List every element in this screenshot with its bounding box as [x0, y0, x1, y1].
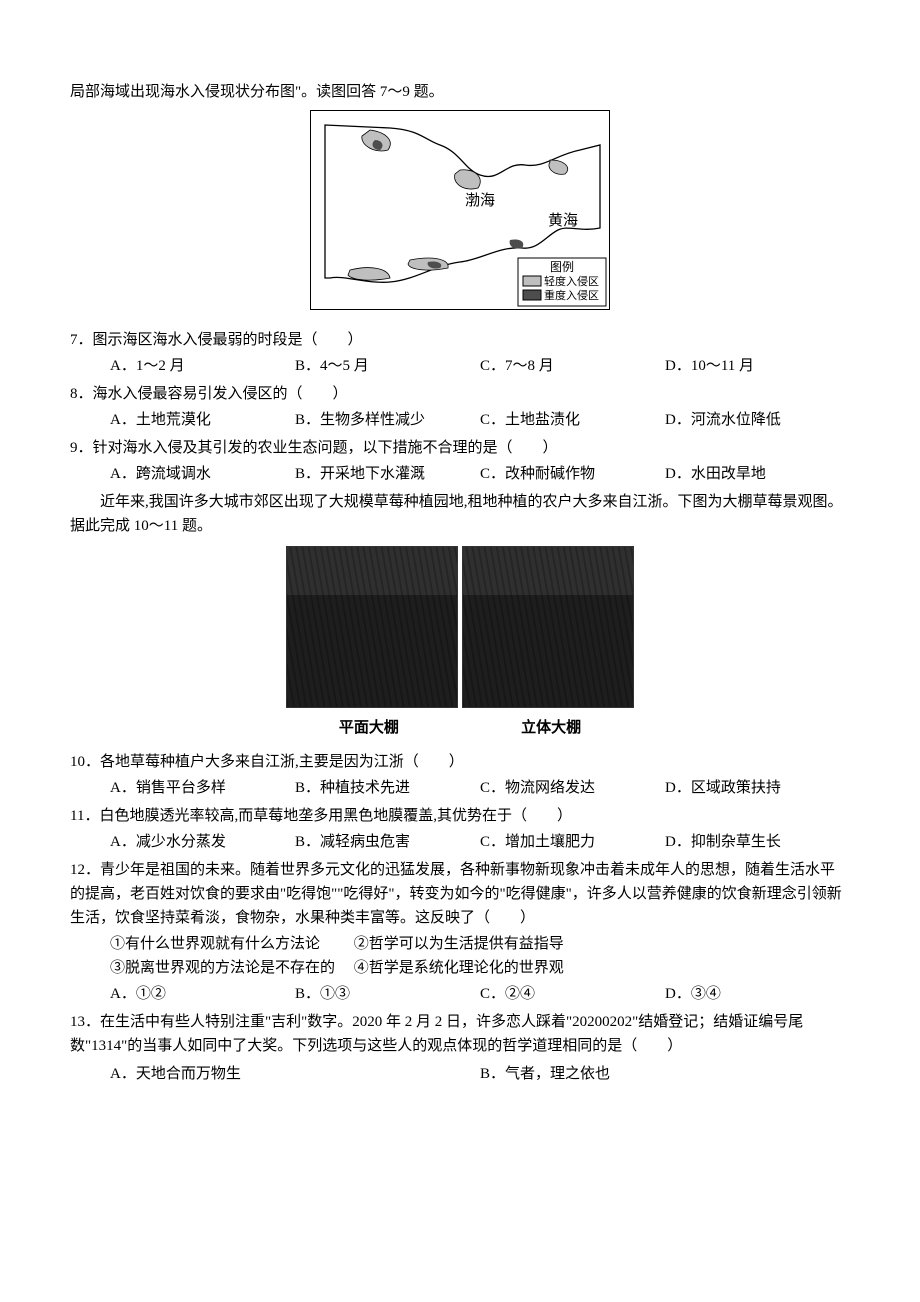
q12-d[interactable]: D．③④ — [665, 982, 850, 1006]
context-10-11: 近年来,我国许多大城市郊区出现了大规模草莓种植园地,租地种植的农户大多来自江浙。… — [70, 490, 850, 538]
q9-d[interactable]: D．水田改旱地 — [665, 462, 850, 486]
q10-stem: 10．各地草莓种植户大多来自江浙,主要是因为江浙（ ） — [70, 750, 850, 774]
photo-flat-greenhouse — [286, 546, 458, 708]
q13-prefix: 13． — [70, 1014, 100, 1030]
q12-s3: ③脱离世界观的方法论是不存在的 — [110, 960, 335, 976]
q8-b[interactable]: B．生物多样性减少 — [295, 408, 480, 432]
q12-s1: ①有什么世界观就有什么方法论 — [110, 936, 320, 952]
q9-c[interactable]: C．改种耐碱作物 — [480, 462, 665, 486]
q9-stem: 9．针对海水入侵及其引发的农业生态问题，以下措施不合理的是（ ） — [70, 436, 850, 460]
q12-subitems: ①有什么世界观就有什么方法论 ②哲学可以为生活提供有益指导 ③脱离世界观的方法论… — [70, 932, 850, 980]
q10-options: A．销售平台多样 B．种植技术先进 C．物流网络发达 D．区域政策扶持 — [70, 776, 850, 800]
q12-prefix: 12． — [70, 862, 100, 878]
q7-stem: 7．图示海区海水入侵最弱的时段是（ ） — [70, 328, 850, 352]
q9-a[interactable]: A．跨流域调水 — [110, 462, 295, 486]
q12-c[interactable]: C．②④ — [480, 982, 665, 1006]
photo-captions: 平面大棚 立体大棚 — [70, 716, 850, 740]
q10-a[interactable]: A．销售平台多样 — [110, 776, 295, 800]
q7-a[interactable]: A．1～2 月 — [110, 354, 295, 378]
caption-right: 立体大棚 — [466, 716, 636, 740]
q12-options: A．①② B．①③ C．②④ D．③④ — [70, 982, 850, 1006]
q8-stem: 8．海水入侵最容易引发入侵区的（ ） — [70, 382, 850, 406]
legend-light: 轻度入侵区 — [544, 274, 599, 288]
q7-c[interactable]: C．7～8 月 — [480, 354, 665, 378]
q7-b[interactable]: B．4～5 月 — [295, 354, 480, 378]
q12-para: 青少年是祖国的未来。随着世界多元文化的迅猛发展，各种新事物新现象冲击着未成年人的… — [70, 862, 842, 926]
q13-options: A．天地合而万物生 B．气者，理之依也 — [70, 1060, 850, 1088]
q7-options: A．1～2 月 B．4～5 月 C．7～8 月 D．10～11 月 — [70, 354, 850, 378]
q13-stem: 13．在生活中有些人特别注重"吉利"数字。2020 年 2 月 2 日，许多恋人… — [70, 1010, 850, 1058]
caption-left: 平面大棚 — [284, 716, 454, 740]
q8-d[interactable]: D．河流水位降低 — [665, 408, 850, 432]
q9-options: A．跨流域调水 B．开采地下水灌溉 C．改种耐碱作物 D．水田改旱地 — [70, 462, 850, 486]
q13-para: 在生活中有些人特别注重"吉利"数字。2020 年 2 月 2 日，许多恋人踩着"… — [70, 1014, 803, 1054]
q12-s4: ④哲学是系统化理论化的世界观 — [354, 960, 564, 976]
q11-d[interactable]: D．抑制杂草生长 — [665, 830, 850, 854]
q12-s2: ②哲学可以为生活提供有益指导 — [354, 936, 564, 952]
q12-b[interactable]: B．①③ — [295, 982, 480, 1006]
q12-stem: 12．青少年是祖国的未来。随着世界多元文化的迅猛发展，各种新事物新现象冲击着未成… — [70, 858, 850, 930]
greenhouse-photos — [70, 546, 850, 708]
q8-a[interactable]: A．土地荒漠化 — [110, 408, 295, 432]
legend-title: 图例 — [550, 260, 574, 274]
photo-vertical-greenhouse — [462, 546, 634, 708]
q8-c[interactable]: C．土地盐渍化 — [480, 408, 665, 432]
q7-d[interactable]: D．10～11 月 — [665, 354, 850, 378]
q10-d[interactable]: D．区域政策扶持 — [665, 776, 850, 800]
q11-b[interactable]: B．减轻病虫危害 — [295, 830, 480, 854]
intro-7-9: 局部海域出现海水入侵现状分布图"。读图回答 7～9 题。 — [70, 80, 850, 104]
q10-c[interactable]: C．物流网络发达 — [480, 776, 665, 800]
q11-stem: 11．白色地膜透光率较高,而草莓地垄多用黑色地膜覆盖,其优势在于（ ） — [70, 804, 850, 828]
legend-heavy: 重度入侵区 — [544, 288, 599, 302]
q12-a[interactable]: A．①② — [110, 982, 295, 1006]
map-figure: 渤海 黄海 图例 轻度入侵区 重度入侵区 — [70, 110, 850, 318]
q11-c[interactable]: C．增加土壤肥力 — [480, 830, 665, 854]
q13-b[interactable]: B．气者，理之依也 — [480, 1062, 850, 1086]
q9-b[interactable]: B．开采地下水灌溉 — [295, 462, 480, 486]
map-svg: 渤海 黄海 图例 轻度入侵区 重度入侵区 — [310, 110, 610, 310]
q11-options: A．减少水分蒸发 B．减轻病虫危害 C．增加土壤肥力 D．抑制杂草生长 — [70, 830, 850, 854]
q13-a[interactable]: A．天地合而万物生 — [110, 1062, 480, 1086]
label-huanghai: 黄海 — [548, 212, 578, 229]
q10-b[interactable]: B．种植技术先进 — [295, 776, 480, 800]
label-bohai: 渤海 — [465, 192, 495, 209]
q8-options: A．土地荒漠化 B．生物多样性减少 C．土地盐渍化 D．河流水位降低 — [70, 408, 850, 432]
q11-a[interactable]: A．减少水分蒸发 — [110, 830, 295, 854]
